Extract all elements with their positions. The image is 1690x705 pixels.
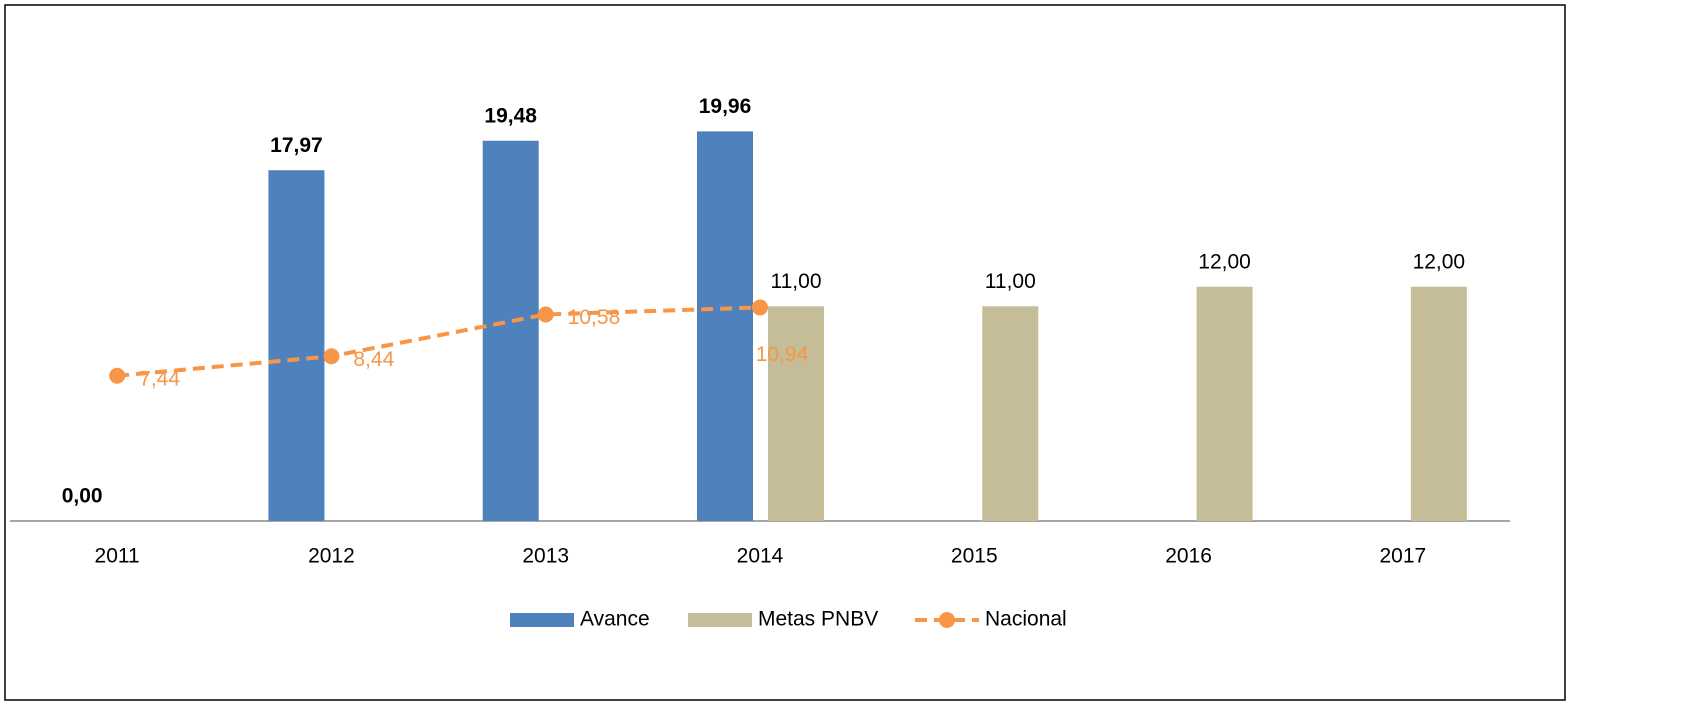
data-label: 7,44 xyxy=(139,367,180,390)
data-label: 12,00 xyxy=(1413,250,1466,273)
bar xyxy=(697,131,753,521)
data-label: 0,00 xyxy=(62,485,103,508)
bar xyxy=(268,170,325,522)
x-tick-label: 2014 xyxy=(737,545,784,568)
legend-label: Nacional xyxy=(985,608,1067,631)
bar xyxy=(1410,286,1467,521)
legend-swatch xyxy=(688,613,752,627)
line-point xyxy=(752,299,768,316)
data-label: 17,97 xyxy=(270,134,323,157)
x-tick-label: 2012 xyxy=(308,545,355,568)
x-tick-label: 2013 xyxy=(522,545,569,568)
line xyxy=(116,305,761,378)
data-label: 12,00 xyxy=(1198,250,1251,273)
legend-swatch xyxy=(510,613,574,627)
x-tick-label: 2011 xyxy=(95,545,140,568)
x-tick-label: 2016 xyxy=(1165,545,1212,568)
data-label: 11,00 xyxy=(985,270,1036,293)
x-tick-label: 2015 xyxy=(951,545,998,568)
data-label: 11,00 xyxy=(771,270,822,293)
x-tick-label: 2017 xyxy=(1379,545,1426,568)
data-label: 19,48 xyxy=(484,104,537,127)
bar xyxy=(982,306,1039,521)
legend-label: Avance xyxy=(580,608,650,631)
legend-label: Metas PNBV xyxy=(758,608,878,631)
bar xyxy=(1196,286,1253,521)
legend-swatch xyxy=(939,612,955,628)
data-label: 19,96 xyxy=(699,95,752,118)
data-label: 8,44 xyxy=(353,348,394,371)
line-point xyxy=(323,348,340,365)
line-point xyxy=(109,367,126,384)
bar xyxy=(768,306,824,521)
data-label: 10,94 xyxy=(756,343,809,366)
data-label: 10,58 xyxy=(568,306,621,329)
bar xyxy=(482,140,539,521)
line-point xyxy=(537,306,554,323)
